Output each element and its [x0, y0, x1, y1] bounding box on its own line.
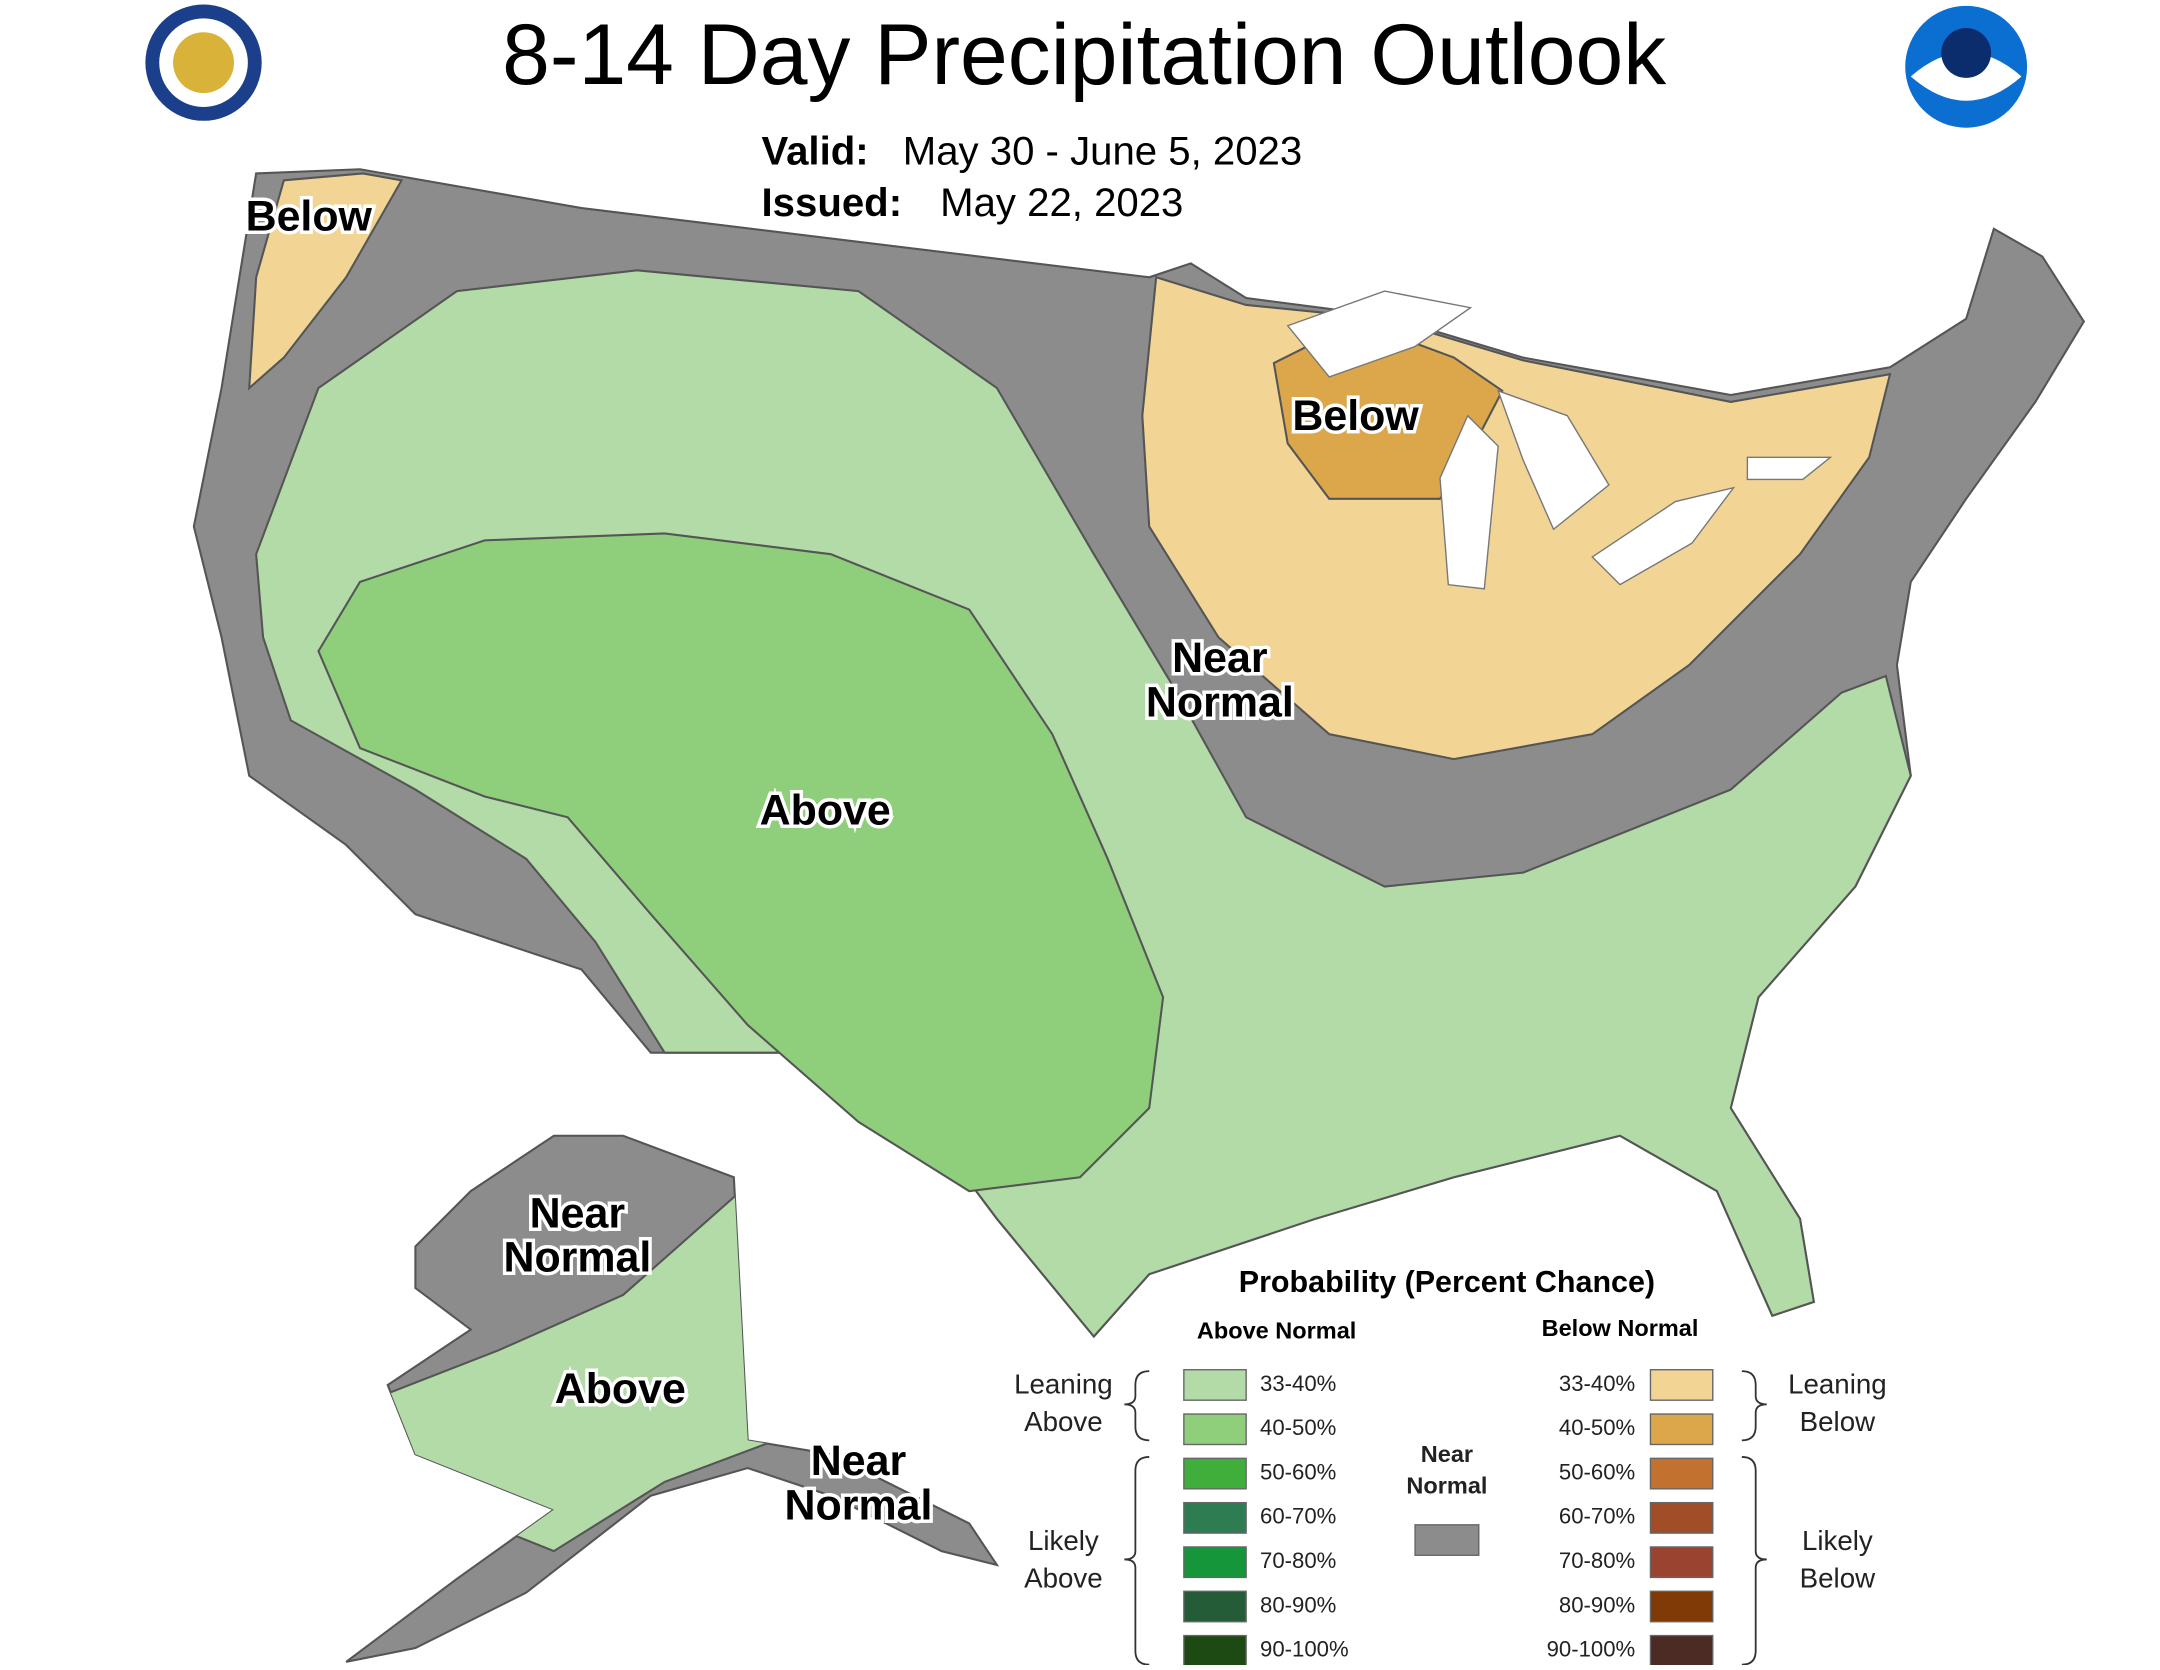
map-label: Normal: [785, 1482, 933, 1530]
map-label: Normal: [1146, 678, 1294, 726]
leaning-above: Above: [1024, 1406, 1103, 1437]
map-label: Near: [1172, 634, 1268, 682]
near-normal-label: Near: [1421, 1441, 1473, 1467]
likely-below: Below: [1800, 1563, 1876, 1594]
map-label: Near: [811, 1437, 907, 1485]
legend-below-header: Below Normal: [1542, 1315, 1699, 1341]
leaning-above: Leaning: [1014, 1369, 1113, 1400]
legend-label: 90-100%: [1260, 1637, 1349, 1662]
legend-swatch: [1649, 1634, 1714, 1667]
valid-date: May 30 - June 5, 2023: [903, 129, 1302, 174]
legend-swatch: [1183, 1590, 1247, 1623]
legend-label: 60-70%: [1260, 1504, 1336, 1529]
map-label: Below: [1292, 392, 1419, 440]
legend-swatch: [1183, 1369, 1247, 1401]
doc-logo: [145, 4, 262, 121]
legend-swatch: [1414, 1524, 1480, 1556]
legend-swatch: [1183, 1546, 1247, 1579]
legend-swatch: [1649, 1413, 1714, 1446]
issued-label: Issued:: [762, 180, 903, 225]
legend-label: 40-50%: [1559, 1415, 1635, 1440]
likely-above: Above: [1024, 1563, 1103, 1594]
legend-label: 80-90%: [1559, 1592, 1635, 1617]
legend-label: 70-80%: [1559, 1548, 1635, 1573]
map-label: Normal: [503, 1234, 651, 1282]
title: 8-14 Day Precipitation Outlook: [502, 7, 1667, 103]
likely-above: Likely: [1028, 1525, 1099, 1556]
map-label: Near: [530, 1189, 626, 1237]
valid-label: Valid:: [762, 129, 869, 174]
legend-swatch: [1649, 1369, 1714, 1401]
legend-title: Probability (Percent Chance): [1239, 1265, 1655, 1299]
legend-swatch: [1183, 1457, 1247, 1490]
legend-label: 33-40%: [1260, 1371, 1336, 1396]
leaning-below: Leaning: [1788, 1369, 1887, 1400]
map-label: Below: [246, 192, 373, 240]
issued-date: May 22, 2023: [940, 180, 1183, 225]
legend-swatch: [1183, 1634, 1247, 1667]
legend-label: 70-80%: [1260, 1548, 1336, 1573]
legend-label: 40-50%: [1260, 1415, 1336, 1440]
alaska: [345, 1134, 1000, 1663]
legend-label: 90-100%: [1547, 1637, 1636, 1662]
legend-above-header: Above Normal: [1197, 1318, 1356, 1344]
legend-label: 60-70%: [1559, 1504, 1635, 1529]
map-labels: BelowBelowNearNormalAboveNearNormalAbove…: [242, 189, 1423, 1533]
legend-label: 33-40%: [1559, 1371, 1635, 1396]
near-normal-label: Normal: [1406, 1473, 1487, 1499]
legend-swatch: [1649, 1546, 1714, 1579]
legend-label: 80-90%: [1260, 1592, 1336, 1617]
legend-swatch: [1183, 1413, 1247, 1446]
noaa-logo: [1905, 5, 2028, 128]
map-label: Above: [760, 786, 891, 834]
map-label: Above: [555, 1365, 686, 1413]
legend-label: 50-60%: [1260, 1459, 1336, 1484]
legend-swatch: [1649, 1501, 1714, 1534]
likely-below: Likely: [1802, 1525, 1873, 1556]
conus: [192, 168, 2086, 1339]
legend-swatch: [1183, 1501, 1247, 1534]
legend-label: 50-60%: [1559, 1459, 1635, 1484]
legend-swatch: [1649, 1457, 1714, 1490]
leaning-below: Below: [1800, 1406, 1876, 1437]
legend: Probability (Percent Chance) Above Normal…: [1014, 1265, 1887, 1667]
legend-swatch: [1649, 1590, 1714, 1623]
